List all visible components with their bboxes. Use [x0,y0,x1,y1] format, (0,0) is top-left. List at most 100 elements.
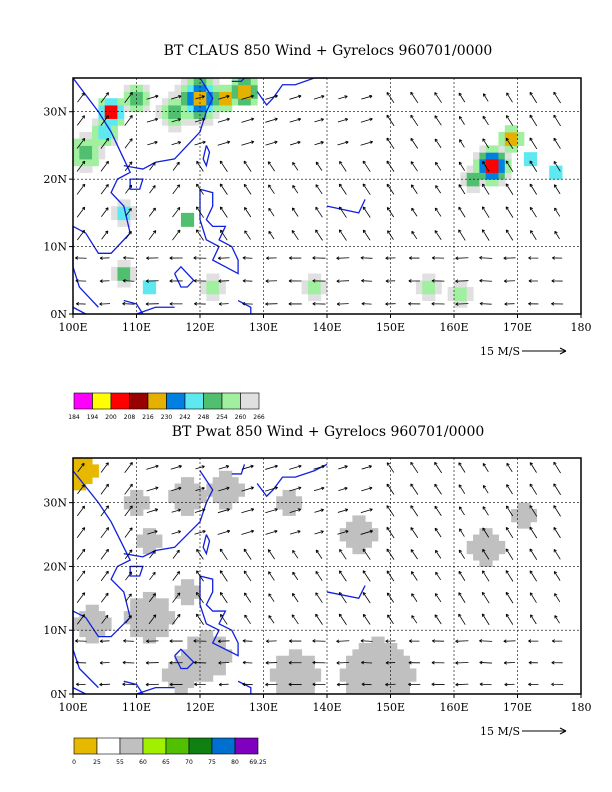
field-cell [212,496,220,504]
field-cell [384,668,391,676]
field-cell [352,534,360,542]
wind-vector [386,91,395,104]
wind-vector [337,140,349,146]
field-cell [460,179,468,187]
wind-vector [217,639,230,644]
wind-vector [289,464,302,470]
field-cell [428,293,436,302]
field-cell [193,104,201,113]
field-cell [117,206,125,214]
wind-vector [268,571,275,581]
field-cell [371,649,379,657]
field-cell [142,98,150,106]
field-cell [136,617,144,625]
field-cell [225,84,233,92]
wind-vector [505,183,514,195]
wind-vector [268,184,275,194]
field-cell [136,598,144,606]
field-cell [142,287,150,295]
field-cell [111,118,118,126]
field-cell [301,280,309,288]
wind-vector [169,660,183,665]
field-cell [168,98,176,106]
field-cell [358,674,366,682]
field-cell [180,483,188,491]
wind-vector [338,229,347,241]
wind-vector [339,160,347,172]
field-cell [168,125,176,133]
field-cell [180,219,188,227]
wind-vector [147,530,158,535]
field-cell [377,681,385,689]
wind-vector [292,549,299,559]
x-tick-label: 160E [439,321,468,334]
field-cell [219,477,226,485]
field-cell [365,642,372,650]
field-cell [193,483,201,491]
wind-vector [99,661,110,665]
wind-vector [529,160,538,172]
wind-vector [77,462,85,473]
field-cell [384,662,391,669]
wind-vector [386,183,395,195]
field-cell [161,104,169,113]
field-cell [193,668,201,676]
wind-vector [505,570,514,582]
field-cell [98,152,106,160]
wind-vector [408,682,421,687]
wind-vector [362,570,371,582]
field-cell [149,540,157,548]
field-cell [142,636,150,644]
wind-vector [528,639,539,643]
wind-vector [553,505,561,517]
field-cell [485,560,493,567]
wind-vector [458,570,466,581]
wind-vector [504,302,515,306]
wind-vector [505,115,514,126]
field-cell [104,617,112,625]
wind-vector [100,483,109,495]
field-cell [206,662,214,669]
field-cell [219,98,226,106]
wind-vector [219,570,228,582]
colorbar-label: 60 [139,759,147,766]
field-cell [193,118,201,126]
field-cell [346,534,353,542]
wind-vector [241,529,255,535]
field-cell [111,138,118,146]
wind-vector [125,184,133,194]
field-cell [161,598,169,606]
field-cell [85,165,93,173]
field-cell [206,483,214,491]
field-cell [365,534,372,542]
field-cell [200,662,207,669]
panel1-title: BT CLAUS 850 Wind + Gyrelocs 960701/0000 [164,43,493,59]
field-cell [149,636,157,644]
field-cell [142,84,150,92]
field-cell [314,273,322,281]
field-cell [73,458,80,465]
field-cell [206,118,214,126]
wind-vector [410,483,419,495]
field-cell [193,502,201,510]
field-cell [555,172,563,180]
wind-vector [241,486,254,492]
field-cell [295,655,303,663]
field-cell [180,496,188,504]
wind-vector [75,660,87,665]
wind-vector [338,570,347,582]
wind-vector [479,256,493,260]
wind-vector [146,117,159,123]
wind-vector [505,160,514,173]
field-cell [73,138,80,146]
field-cell [352,668,360,676]
wind-vector [265,140,278,146]
field-cell [403,668,411,676]
field-cell [498,145,506,153]
field-cell [212,111,220,119]
field-cell [193,674,201,682]
field-cell [79,470,87,478]
wind-vector [99,279,110,283]
field-cell [307,687,315,695]
field-cell [498,540,506,548]
